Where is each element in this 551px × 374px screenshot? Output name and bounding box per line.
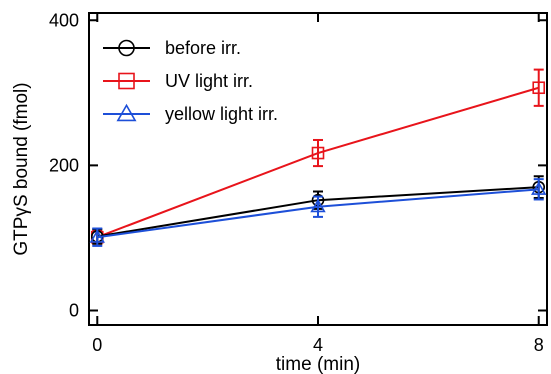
legend-marker [118, 39, 135, 57]
legend-label: yellow light irr. [165, 104, 278, 124]
x-tick-label: 0 [92, 335, 102, 355]
legend-label: UV light irr. [165, 71, 253, 91]
series-layer [89, 68, 547, 247]
data-point [311, 146, 325, 160]
series-triangle [89, 178, 547, 247]
legend-marker [118, 72, 135, 90]
data-point [310, 198, 326, 213]
x-tick-label: 8 [534, 335, 544, 355]
axis-ticks: 0 200 400 0 4 8 [49, 10, 547, 355]
plot-frame [88, 12, 548, 326]
y-tick-label: 0 [69, 300, 79, 320]
legend-marker [116, 103, 137, 122]
legend-entry: before irr. [103, 38, 241, 58]
y-tick-label: 200 [49, 155, 79, 175]
y-axis-label: GTPγS bound (fmol) [11, 82, 32, 255]
data-point [89, 229, 105, 243]
x-tick-label: 4 [313, 335, 323, 355]
y-tick-label: 400 [49, 10, 79, 30]
legend-entry: yellow light irr. [103, 103, 278, 124]
x-axis-label: time (min) [276, 354, 360, 374]
legend-label: before irr. [165, 38, 241, 58]
legend-entry: UV light irr. [103, 71, 253, 91]
legend: before irr. UV light irr. yellow light irr… [103, 38, 278, 124]
data-point [531, 181, 547, 195]
data-point [532, 81, 546, 95]
